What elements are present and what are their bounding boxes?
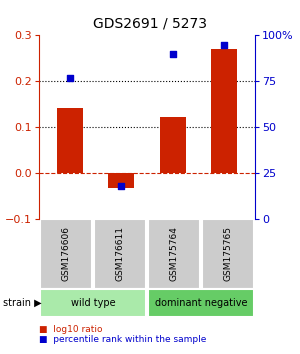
Point	[170, 51, 175, 57]
Point	[68, 75, 72, 81]
Text: ■  log10 ratio: ■ log10 ratio	[39, 325, 103, 335]
Bar	[211, 49, 237, 173]
Bar	[148, 289, 254, 317]
Text: GSM176611: GSM176611	[116, 227, 124, 281]
Text: dominant negative: dominant negative	[155, 298, 247, 308]
Bar	[148, 219, 200, 289]
Text: ■  percentile rank within the sample: ■ percentile rank within the sample	[39, 335, 206, 344]
Bar	[40, 219, 92, 289]
Bar	[57, 108, 83, 173]
Bar	[94, 219, 146, 289]
Text: GSM175764: GSM175764	[169, 227, 178, 281]
Point	[119, 183, 124, 189]
Bar	[160, 117, 186, 173]
Bar	[108, 173, 134, 188]
Text: strain ▶: strain ▶	[3, 298, 42, 308]
Text: GSM176606: GSM176606	[61, 227, 70, 281]
Point	[222, 42, 226, 47]
Text: GDS2691 / 5273: GDS2691 / 5273	[93, 16, 207, 30]
Bar	[202, 219, 254, 289]
Bar	[40, 289, 146, 317]
Text: GSM175765: GSM175765	[224, 227, 232, 281]
Text: wild type: wild type	[71, 298, 115, 308]
